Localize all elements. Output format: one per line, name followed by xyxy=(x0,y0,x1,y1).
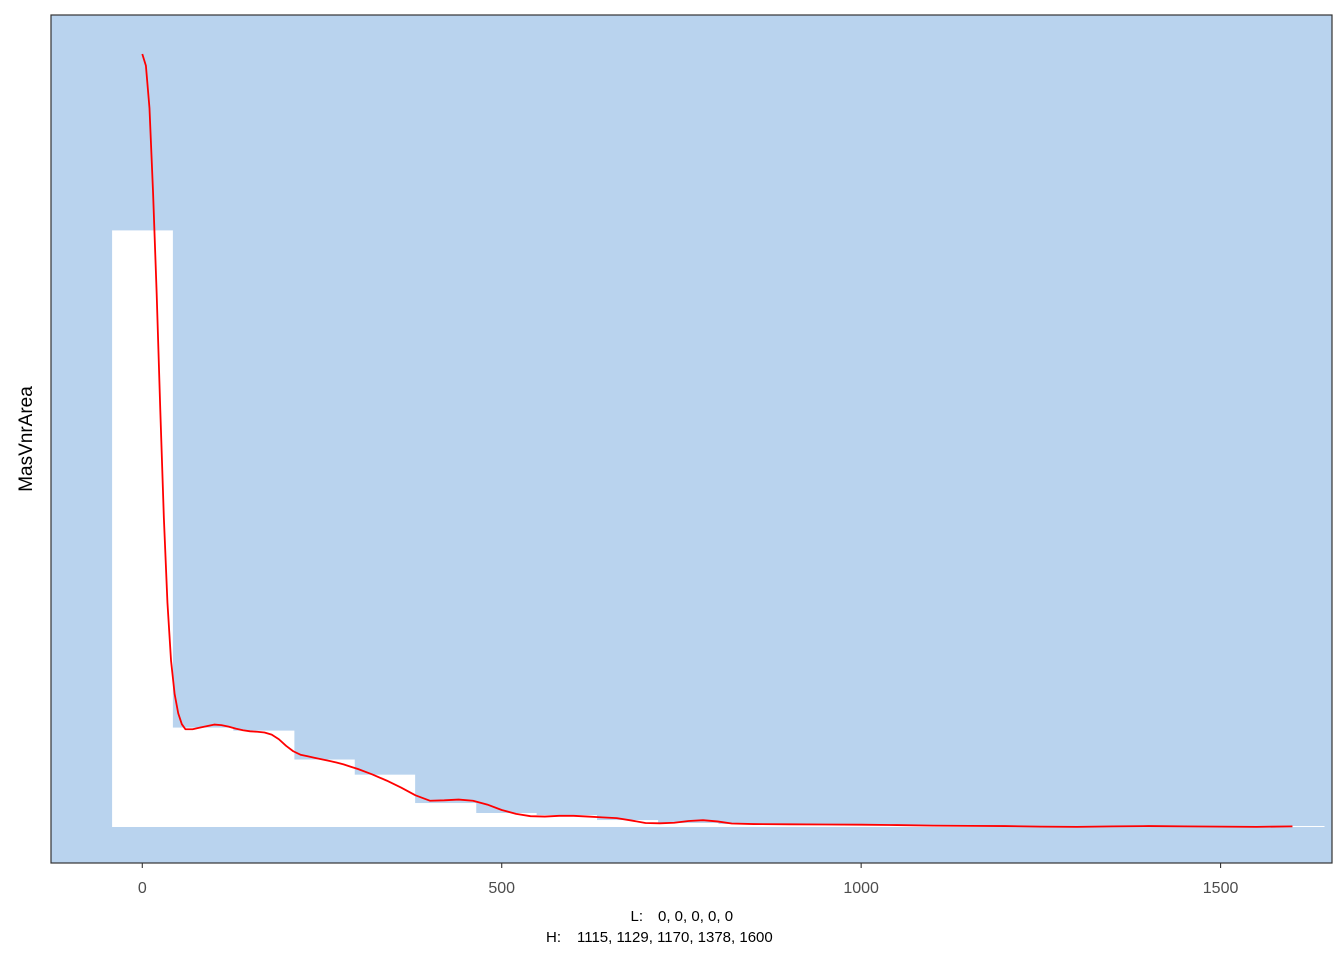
histogram-bar xyxy=(839,824,901,827)
histogram-bar xyxy=(232,730,295,827)
histogram-bar xyxy=(354,774,416,827)
y-axis-title: MasVnrArea xyxy=(16,386,37,492)
note-high-values: 1115, 1129, 1170, 1378, 1600 xyxy=(577,929,773,946)
density-line xyxy=(141,53,1293,828)
histogram-bar xyxy=(293,759,355,827)
histogram-bar xyxy=(778,824,840,827)
x-axis-ticks: 0 500 1000 1500 xyxy=(138,863,1239,897)
histogram-bar xyxy=(414,803,477,827)
histogram-bar xyxy=(718,823,779,827)
note-low-values: 0, 0, 0, 0, 0 xyxy=(658,908,733,925)
histogram-bar xyxy=(112,230,173,827)
x-tick-label: 500 xyxy=(488,880,515,897)
axis-notes: L: 0, 0, 0, 0, 0 H: 1115, 1129, 1170, 13… xyxy=(546,908,773,946)
panel-border xyxy=(50,14,1333,864)
histogram-bar xyxy=(1263,826,1325,827)
histogram-bar xyxy=(475,813,537,827)
histogram-bar xyxy=(536,815,598,827)
x-tick-label: 0 xyxy=(138,880,147,897)
histogram-bar xyxy=(172,727,234,827)
x-tick-label: 1000 xyxy=(843,880,879,897)
histogram-bar xyxy=(596,820,659,827)
x-tick-label: 1500 xyxy=(1203,880,1239,897)
panel-background xyxy=(51,15,1332,863)
note-high-prefix: H: xyxy=(546,929,561,946)
note-low-prefix: L: xyxy=(630,908,643,925)
histogram-bars xyxy=(112,230,1325,827)
histogram-bar xyxy=(657,822,719,827)
